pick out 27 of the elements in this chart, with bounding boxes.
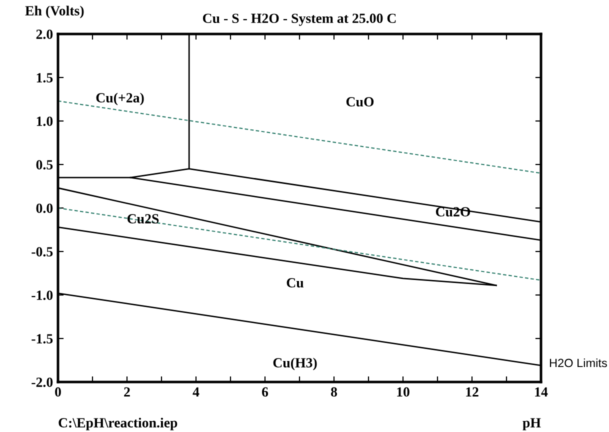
annotation: CuO: [346, 97, 374, 107]
y-tick-label: 1.5: [36, 73, 53, 83]
annotation: Cu(+2a): [96, 92, 144, 106]
x-tick-label: 10: [397, 387, 410, 397]
y-tick-label: 2.0: [36, 30, 53, 40]
chart-title: Cu - S - H2O - System at 25.00 C: [202, 14, 396, 26]
x-tick-label: 14: [535, 387, 548, 396]
y-tick-label: -1.0: [32, 290, 53, 300]
y-tick-label: 1.0: [36, 116, 53, 126]
y-tick-label: 0.5: [36, 160, 53, 170]
y-tick-label: -2.0: [32, 378, 53, 388]
annotation: Cu: [286, 278, 304, 288]
x-tick-label: 0: [55, 387, 61, 397]
text: C:\EpH\reaction.iep: [58, 418, 178, 430]
x-tick-label: 2: [124, 387, 130, 396]
y-axis-title: Eh (Volts): [25, 6, 84, 18]
x-tick-label: 4: [192, 387, 200, 396]
x-tick-label: 8: [330, 387, 338, 397]
x-axis-title: pH: [522, 418, 541, 430]
x-tick-label: 12: [466, 387, 478, 396]
text: H2O Limits: [550, 358, 607, 368]
y-tick-label: 0.0: [36, 204, 53, 214]
y-tick-label: -0.5: [32, 247, 53, 257]
x-tick-label: 6: [262, 387, 268, 397]
y-tick-label: -1.5: [32, 334, 53, 344]
annotation: Cu(H3): [273, 358, 317, 370]
annotation: Cu2S: [127, 214, 159, 224]
